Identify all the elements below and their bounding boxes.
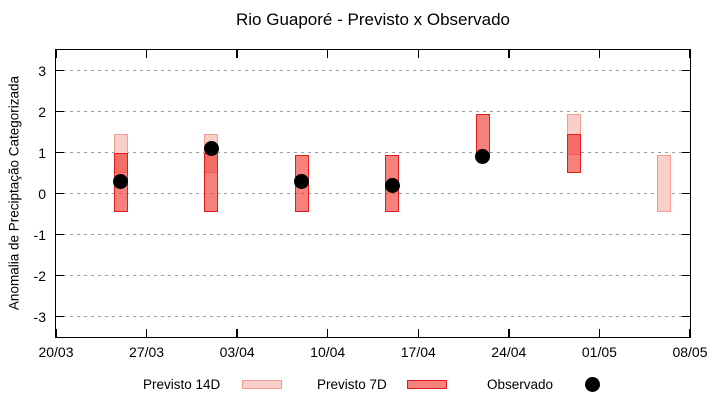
x-tick-mark: [598, 50, 601, 58]
x-tick-mark: [417, 329, 419, 337]
y-tick-mark: [56, 192, 64, 195]
y-tick-mark: [682, 274, 690, 277]
x-tick-label: 01/05: [581, 344, 617, 360]
x-tick-mark: [55, 329, 57, 337]
y-tick-mark: [56, 274, 64, 277]
observed-dot: [203, 140, 219, 156]
legend-swatch-previsto-7d: [407, 380, 447, 389]
forecast-7d-bar: [204, 152, 219, 212]
gridline: [56, 111, 690, 112]
x-tick-mark: [417, 50, 419, 58]
gridline: [56, 316, 690, 317]
y-tick-mark: [56, 151, 64, 154]
x-tick-mark: [689, 329, 691, 337]
legend-label-observado: Observado: [487, 377, 554, 392]
x-tick-mark: [327, 50, 329, 58]
y-tick-mark: [56, 69, 64, 72]
legend-label-previsto-14d: Previsto 14D: [143, 377, 221, 392]
x-tick-label: 08/05: [672, 344, 708, 360]
y-tick-mark: [682, 110, 690, 113]
x-tick-label: 03/04: [219, 344, 255, 360]
gridline: [56, 275, 690, 276]
x-tick-mark: [327, 329, 329, 337]
y-tick-label: -2: [33, 267, 46, 284]
x-tick-label: 17/04: [400, 344, 436, 360]
x-tick-label: 27/03: [129, 344, 165, 360]
y-tick-mark: [682, 233, 690, 236]
gridline: [56, 193, 690, 194]
observed-dot: [384, 177, 400, 193]
y-tick-label: 2: [38, 103, 46, 120]
x-tick-mark: [236, 50, 238, 58]
observed-dot: [113, 173, 129, 189]
y-tick-mark: [682, 69, 690, 72]
x-tick-mark: [508, 329, 510, 337]
x-tick-mark: [236, 329, 238, 337]
gridline: [56, 234, 690, 235]
x-tick-mark: [689, 50, 691, 58]
x-tick-mark: [145, 50, 148, 58]
y-tick-mark: [56, 315, 64, 318]
chart-title: Rio Guaporé - Previsto x Observado: [235, 10, 511, 29]
legend-label-previsto-7d: Previsto 7D: [317, 377, 387, 392]
y-tick-label: 1: [38, 144, 46, 161]
y-tick-mark: [56, 233, 64, 236]
y-tick-mark: [682, 151, 690, 154]
x-tick-label: 20/03: [38, 344, 74, 360]
forecast-14d-bar: [657, 154, 672, 212]
x-tick-mark: [145, 329, 148, 337]
gridline: [56, 152, 690, 153]
gridline: [56, 70, 690, 71]
observed-dot: [294, 173, 310, 189]
y-tick-mark: [56, 110, 64, 113]
y-tick-mark: [682, 315, 690, 318]
x-tick-mark: [598, 329, 601, 337]
y-tick-label: -1: [33, 226, 46, 243]
legend-dot-observado: [585, 377, 600, 392]
x-tick-mark: [508, 50, 510, 58]
legend-swatch-previsto-14d: [242, 380, 282, 389]
plot-area: [55, 49, 691, 338]
y-tick-label: -3: [33, 308, 46, 325]
y-tick-label: 0: [38, 185, 46, 202]
x-tick-mark: [55, 50, 57, 58]
y-tick-label: 3: [38, 62, 46, 79]
observed-dot: [475, 149, 491, 165]
forecast-7d-bar: [566, 134, 581, 173]
x-tick-label: 10/04: [310, 344, 346, 360]
x-tick-label: 24/04: [491, 344, 527, 360]
y-tick-mark: [682, 192, 690, 195]
